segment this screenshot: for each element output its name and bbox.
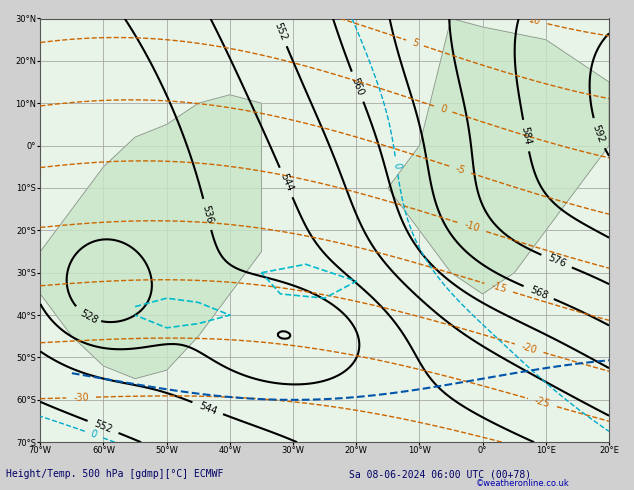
Text: 536: 536 [200,204,214,224]
Text: 576: 576 [546,253,567,270]
Text: -30: -30 [73,392,89,403]
Text: 544: 544 [278,172,294,193]
Text: -5: -5 [454,163,467,176]
Text: -10: -10 [463,220,481,234]
Text: 552: 552 [93,419,113,435]
Text: Sa 08-06-2024 06:00 UTC (00+78): Sa 08-06-2024 06:00 UTC (00+78) [349,469,531,479]
Text: Height/Temp. 500 hPa [gdmp][°C] ECMWF: Height/Temp. 500 hPa [gdmp][°C] ECMWF [6,469,224,479]
Text: 584: 584 [519,125,533,146]
Text: 528: 528 [78,308,100,325]
Text: 560: 560 [349,76,365,97]
Text: ©weatheronline.co.uk: ©weatheronline.co.uk [476,479,569,488]
Text: 0: 0 [391,162,402,169]
Text: 592: 592 [591,123,606,144]
Text: -20: -20 [520,341,538,355]
Text: 0: 0 [439,103,448,115]
Text: 5: 5 [410,37,420,49]
Text: 0: 0 [89,429,98,440]
Text: 552: 552 [272,21,288,42]
Text: 10: 10 [527,14,542,27]
Polygon shape [388,19,609,294]
Text: -25: -25 [533,395,552,410]
Polygon shape [41,95,261,379]
Text: 544: 544 [197,400,218,416]
Text: 568: 568 [528,284,549,301]
Text: -15: -15 [489,281,508,295]
